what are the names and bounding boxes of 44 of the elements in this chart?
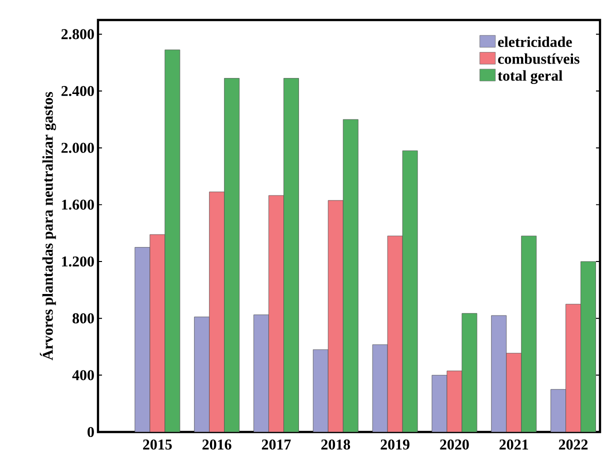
x-tick-label: 2019 xyxy=(380,440,410,450)
bar xyxy=(446,370,462,432)
bar xyxy=(268,195,284,432)
y-tick-label: 2.000 xyxy=(61,142,94,153)
bar xyxy=(209,192,225,432)
bar xyxy=(521,236,537,432)
bar xyxy=(432,374,448,432)
x-tick-label: 2017 xyxy=(262,440,291,450)
x-tick-label: 2016 xyxy=(202,440,232,450)
bar xyxy=(550,389,566,432)
bar xyxy=(506,352,522,432)
y-tick-label: 1.200 xyxy=(62,256,94,267)
bar xyxy=(224,78,240,432)
y-tick-label: 2.800 xyxy=(61,29,94,40)
bar xyxy=(342,119,358,432)
bar xyxy=(150,234,166,432)
bar xyxy=(491,315,507,432)
bar xyxy=(194,316,210,432)
bar xyxy=(284,78,299,432)
bar xyxy=(566,304,581,432)
y-axis-title: Árvores plantadas para neutralizar gastos xyxy=(40,92,56,360)
legend-label: combustíveis xyxy=(498,53,580,64)
x-tick-label: 2021 xyxy=(500,440,528,450)
bar xyxy=(164,50,180,432)
x-tick-label: 2018 xyxy=(321,440,350,450)
bar xyxy=(402,150,418,432)
bar xyxy=(312,349,328,432)
bar xyxy=(462,313,478,432)
x-tick-label: 2015 xyxy=(143,440,172,450)
bar xyxy=(328,200,344,432)
y-tick-label: 1.600 xyxy=(62,200,94,210)
x-tick-label: 2020 xyxy=(440,440,469,450)
bar xyxy=(372,344,388,432)
y-tick-label: 2.400 xyxy=(61,86,94,96)
bar xyxy=(580,261,596,432)
x-tick-label: 2022 xyxy=(558,440,588,450)
legend-label: total geral xyxy=(498,70,562,84)
y-tick-label: 0 xyxy=(88,426,94,438)
y-tick-label: 800 xyxy=(72,313,94,324)
bar xyxy=(134,247,150,432)
legend-label: eletricidade xyxy=(498,36,572,48)
y-tick-label: 400 xyxy=(72,370,94,380)
bar xyxy=(387,236,403,432)
bar xyxy=(254,314,269,432)
